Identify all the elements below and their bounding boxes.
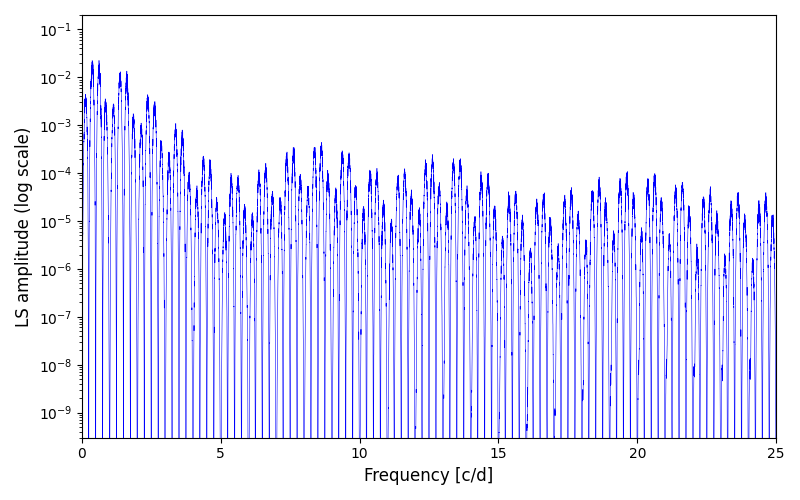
X-axis label: Frequency [c/d]: Frequency [c/d]	[364, 467, 494, 485]
Y-axis label: LS amplitude (log scale): LS amplitude (log scale)	[15, 126, 33, 326]
